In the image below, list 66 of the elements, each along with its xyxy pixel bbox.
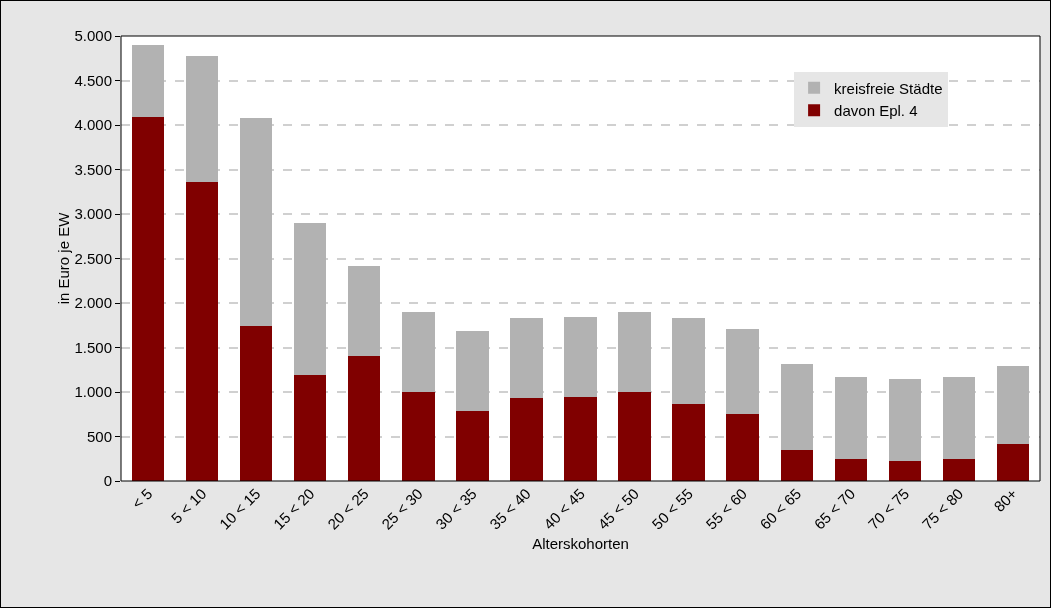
- y-tick-label: 0: [103, 472, 112, 490]
- bar: [564, 317, 597, 398]
- bar: [942, 458, 976, 481]
- bar: [239, 326, 273, 481]
- bar: [888, 460, 922, 481]
- bar: [834, 458, 868, 481]
- bar: [726, 414, 759, 481]
- bar: [402, 311, 435, 392]
- x-axis-title: Alterskohorten: [532, 534, 629, 552]
- bar: [942, 376, 976, 459]
- bar: [239, 117, 273, 327]
- bar: [402, 392, 435, 481]
- bar: [672, 403, 705, 481]
- bar: [510, 398, 543, 481]
- bar: [996, 443, 1030, 481]
- bar: [834, 376, 868, 459]
- y-tick-label: 2.000: [74, 294, 112, 312]
- legend-label: kreisfreie Städte: [834, 79, 943, 97]
- bar: [780, 364, 813, 450]
- bar: [348, 356, 381, 481]
- x-tick-label: 60 < 65: [756, 484, 805, 533]
- x-tick-label: 15 < 20: [269, 484, 318, 533]
- bar: [293, 375, 327, 481]
- x-tick-label: 5 < 10: [167, 484, 210, 527]
- y-tick-label: 4.000: [74, 116, 112, 134]
- bar: [672, 318, 705, 404]
- bar: [510, 318, 543, 399]
- bar: [293, 222, 327, 376]
- x-tick-label: 40 < 45: [540, 484, 588, 533]
- x-tick-label: < 5: [128, 484, 156, 512]
- bar: [185, 56, 219, 182]
- bar: [456, 410, 489, 481]
- y-tick-label: 3.500: [74, 160, 112, 178]
- x-tick-label: 55 < 60: [702, 484, 751, 533]
- x-tick-label: 70 < 75: [864, 484, 913, 533]
- bar: [456, 330, 489, 411]
- x-tick-label: 80+: [990, 484, 1021, 515]
- x-tick-label: 75 < 80: [918, 484, 967, 533]
- bar: [888, 378, 922, 461]
- bar: [618, 392, 651, 481]
- bar: [726, 328, 759, 415]
- y-axis-title: in Euro je EW: [55, 211, 73, 305]
- bar: [185, 181, 219, 481]
- x-tick-label: 25 < 30: [378, 484, 426, 533]
- x-tick-label: 45 < 50: [594, 484, 642, 533]
- bar: [780, 449, 813, 481]
- bar: [348, 265, 381, 357]
- y-tick-label: 3.000: [74, 205, 112, 223]
- y-tick-label: 4.500: [74, 71, 112, 89]
- x-tick-label: 65 < 70: [810, 484, 859, 533]
- bar: [618, 311, 651, 392]
- y-tick-label: 2.500: [74, 249, 112, 267]
- bar: [131, 116, 165, 481]
- y-tick-label: 1.500: [74, 338, 112, 356]
- x-tick-label: 20 < 25: [323, 484, 372, 533]
- x-tick-label: 30 < 35: [432, 484, 480, 533]
- x-tick-label: 10 < 15: [215, 484, 264, 533]
- y-tick-label: 500: [86, 427, 112, 445]
- bar: [564, 397, 597, 481]
- bar: [996, 366, 1030, 444]
- y-tick-label: 1.000: [74, 383, 112, 401]
- legend-label: davon Epl. 4: [834, 102, 918, 120]
- y-tick-label: 5.000: [74, 27, 112, 45]
- bar: [131, 44, 165, 117]
- x-tick-label: 35 < 40: [486, 484, 534, 533]
- x-tick-label: 50 < 55: [648, 484, 697, 533]
